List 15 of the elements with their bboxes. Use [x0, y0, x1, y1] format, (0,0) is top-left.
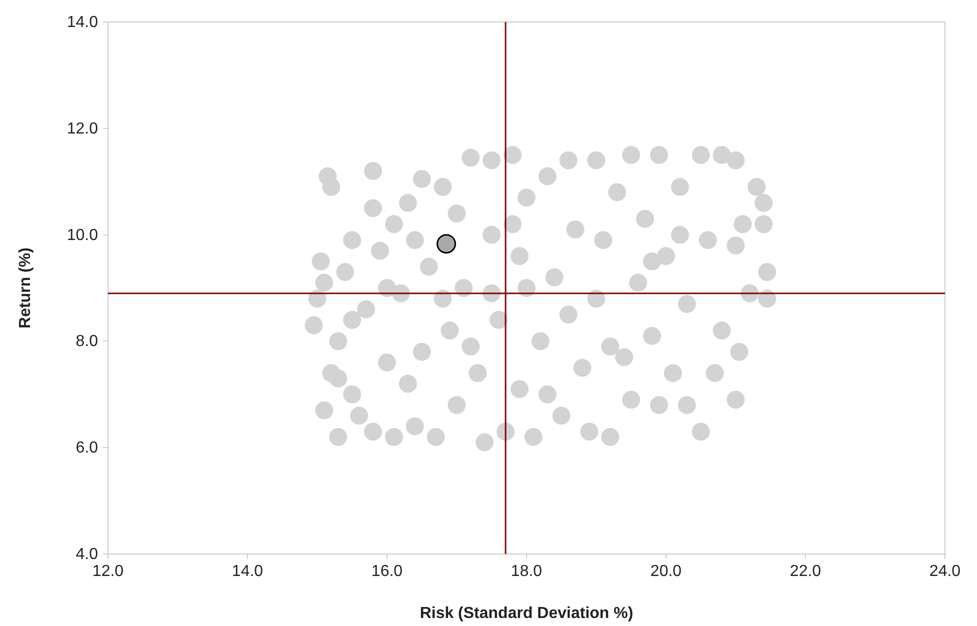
y-tick-label: 10.0	[66, 226, 98, 244]
y-tick-label: 14.0	[66, 14, 98, 31]
x-tick-label: 20.0	[650, 563, 682, 580]
y-tick-label: 8.0	[76, 333, 98, 350]
y-axis-title: Return (%)	[17, 248, 34, 328]
x-tick-label: 22.0	[790, 563, 822, 580]
x-tick-label: 14.0	[232, 563, 264, 580]
x-axis-title: Risk (Standard Deviation %)	[420, 605, 634, 622]
y-tick-label: 6.0	[76, 440, 98, 457]
x-tick-label: 16.0	[371, 563, 403, 580]
x-tick-label: 12.0	[92, 563, 124, 580]
x-tick-label: 18.0	[510, 563, 542, 580]
y-tick-label: 12.0	[66, 120, 98, 138]
x-tick-label: 24.0	[929, 563, 961, 580]
y-tick-label: 4.0	[76, 546, 98, 563]
